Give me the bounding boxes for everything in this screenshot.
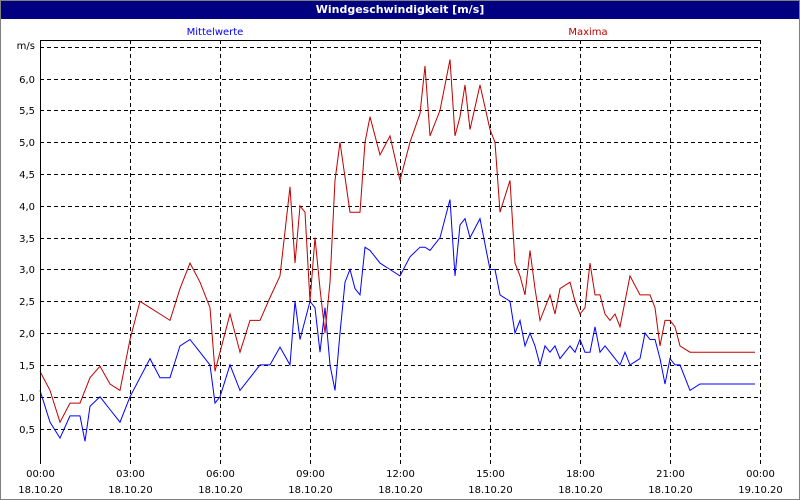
x-tick-date-label: 18.10.20 [288, 485, 333, 496]
y-tick-label: 4,0 [19, 202, 35, 213]
y-tick-label: 6,0 [19, 75, 35, 86]
y-tick-label: 3,5 [19, 234, 35, 245]
x-tick-date-label: 18.10.20 [198, 485, 243, 496]
x-tick-time-label: 09:00 [296, 469, 325, 480]
x-tick-time-label: 15:00 [476, 469, 505, 480]
y-tick-label: 1,5 [19, 361, 35, 372]
x-tick-date-label: 18.10.20 [378, 485, 423, 496]
y-tick-label: 5,5 [19, 106, 35, 117]
x-tick-date-label: 18.10.20 [108, 485, 153, 496]
x-tick-date-label: 18.10.20 [648, 485, 693, 496]
y-tick-label: 0,5 [19, 425, 35, 436]
y-tick-label: 5,0 [19, 138, 35, 149]
x-tick-time-label: 03:00 [116, 469, 145, 480]
y-tick-label: 3,0 [19, 265, 35, 276]
legend-maxima: Maxima [568, 27, 607, 38]
legend-mittelwerte: Mittelwerte [187, 27, 244, 38]
y-tick-label: 2,5 [19, 297, 35, 308]
x-tick-date-label: 18.10.20 [468, 485, 513, 496]
y-tick-label: 4,5 [19, 170, 35, 181]
x-tick-time-label: 06:00 [206, 469, 235, 480]
x-tick-date-label: 18.10.20 [18, 485, 63, 496]
chart-title: Windgeschwindigkeit [m/s] [0, 0, 800, 19]
x-tick-time-label: 00:00 [26, 469, 55, 480]
x-tick-time-label: 00:00 [746, 469, 775, 480]
x-tick-time-label: 18:00 [566, 469, 595, 480]
x-tick-date-label: 19.10.20 [738, 485, 783, 496]
x-tick-date-label: 18.10.20 [558, 485, 603, 496]
x-tick-time-label: 12:00 [386, 469, 415, 480]
x-tick-time-label: 21:00 [656, 469, 685, 480]
series-line-mittelwerte [39, 199, 755, 442]
y-tick-label: 1,0 [19, 393, 35, 404]
y-tick-label: 2,0 [19, 329, 35, 340]
series-line-maxima [39, 59, 755, 424]
y-axis-unit-label: m/s [17, 41, 35, 52]
